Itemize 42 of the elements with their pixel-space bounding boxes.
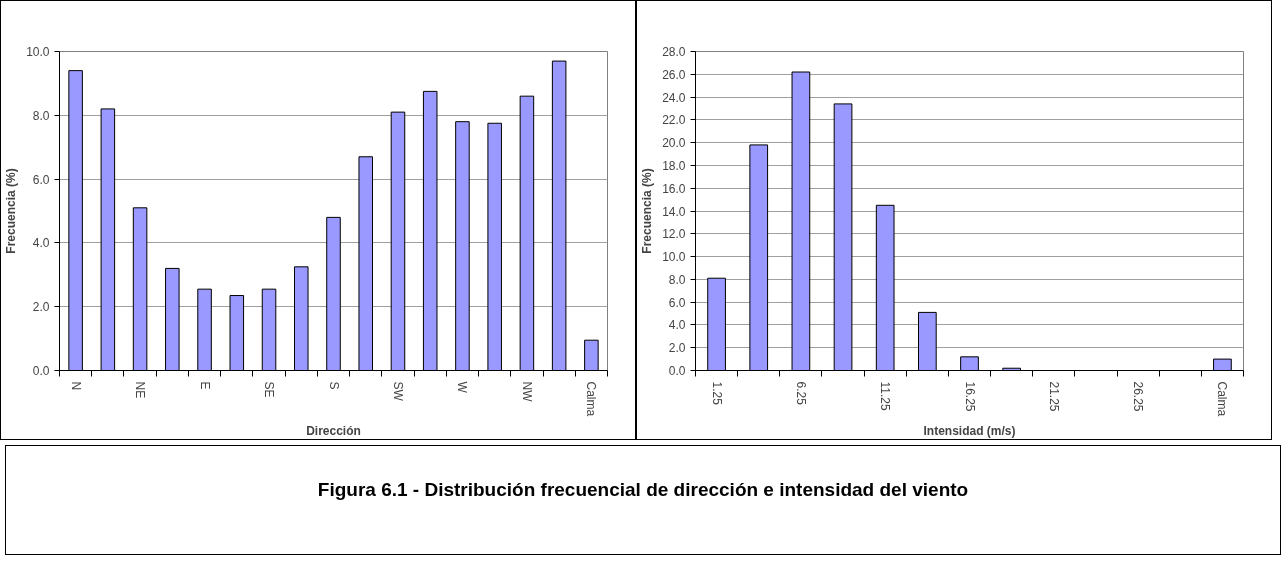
y-tick-label: 2.0 (668, 341, 686, 356)
y-tick-label: 6.0 (32, 172, 50, 187)
y-tick-label: 28.0 (662, 45, 686, 59)
y-tick-label: 4.0 (32, 236, 50, 251)
y-tick-label: 20.0 (662, 136, 686, 151)
x-tick-label: Calma (1215, 381, 1230, 417)
x-tick-label: E (197, 381, 212, 390)
x-axis-title: Dirección (306, 424, 361, 439)
x-tick-label: SW (390, 381, 405, 402)
y-tick-label: 0.0 (32, 364, 50, 378)
x-axis-title: Intensidad (m/s) (923, 424, 1016, 439)
y-tick-label: 26.0 (662, 67, 686, 82)
x-tick-label: SE (262, 381, 277, 398)
y-tick-label: 0.0 (668, 364, 686, 378)
y-tick-label: 16.0 (662, 181, 686, 196)
y-tick-label: 22.0 (662, 113, 686, 128)
y-tick-label: 2.0 (32, 300, 50, 315)
x-tick-label: W (455, 381, 470, 394)
x-tick-label: 21.25 (1046, 381, 1061, 412)
y-tick-label: 4.0 (668, 318, 686, 333)
x-tick-label: 1.25 (709, 381, 724, 406)
y-axis-title: Frecuencia (%) (640, 168, 655, 254)
y-tick-label: 24.0 (662, 90, 686, 105)
y-tick-label: 10.0 (662, 250, 686, 265)
text: Figura 6.1 - Distribución frecuencial de dirección e intensidad del viento (317, 478, 969, 502)
y-tick-label: 8.0 (32, 108, 50, 123)
x-tick-label: NE (133, 381, 148, 399)
y-tick-label: 8.0 (668, 272, 686, 287)
x-tick-label: 16.25 (962, 381, 977, 412)
x-tick-label: 11.25 (878, 381, 893, 411)
x-tick-label: 26.25 (1131, 381, 1146, 412)
y-tick-label: 6.0 (668, 295, 686, 310)
y-tick-label: 10.0 (26, 45, 50, 59)
x-tick-label: Calma (584, 381, 599, 417)
x-tick-label: 6.25 (793, 381, 808, 406)
y-tick-label: 12.0 (662, 227, 686, 242)
x-tick-label: N (68, 381, 83, 391)
x-tick-label: S (326, 381, 341, 390)
x-tick-label: NW (519, 381, 534, 403)
y-tick-label: 18.0 (662, 158, 686, 173)
y-tick-label: 14.0 (662, 204, 686, 219)
y-axis-title: Frecuencia (%) (4, 168, 19, 254)
